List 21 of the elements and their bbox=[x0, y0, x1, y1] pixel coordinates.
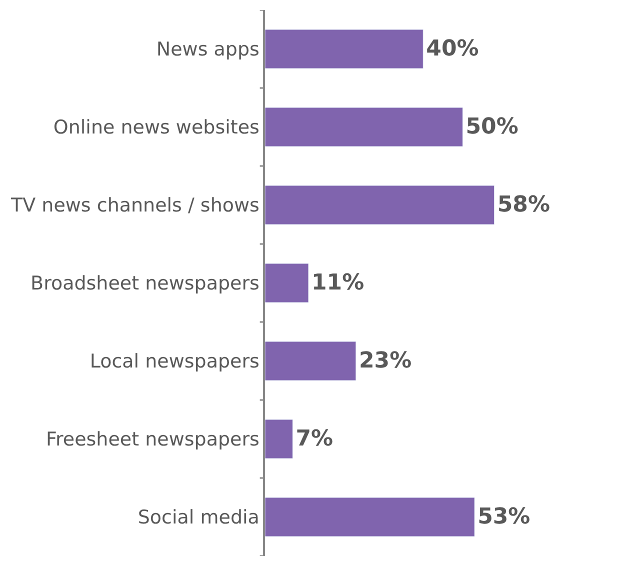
y-tick-label: Broadsheet newspapers bbox=[30, 272, 260, 295]
bar bbox=[265, 497, 475, 537]
data-label: 53% bbox=[478, 504, 530, 530]
data-label: 7% bbox=[296, 426, 334, 452]
y-tick-label: Local newspapers bbox=[90, 350, 260, 373]
bar bbox=[265, 185, 495, 225]
y-tick-label: News apps bbox=[156, 38, 260, 61]
data-label: 58% bbox=[497, 192, 550, 218]
bar bbox=[265, 263, 309, 303]
y-tick-label: Online news websites bbox=[53, 116, 260, 139]
y-tick-label: TV news channels / shows bbox=[10, 194, 260, 217]
data-label: 11% bbox=[311, 270, 364, 296]
y-tick-label: Social media bbox=[138, 506, 260, 529]
bar bbox=[265, 419, 293, 459]
data-label: 40% bbox=[426, 36, 479, 62]
bar bbox=[265, 29, 424, 69]
bar bbox=[265, 107, 463, 147]
bar bbox=[265, 341, 356, 381]
data-label: 50% bbox=[466, 114, 518, 140]
data-label: 23% bbox=[358, 348, 412, 374]
y-tick-label: Freesheet newspapers bbox=[46, 428, 260, 451]
